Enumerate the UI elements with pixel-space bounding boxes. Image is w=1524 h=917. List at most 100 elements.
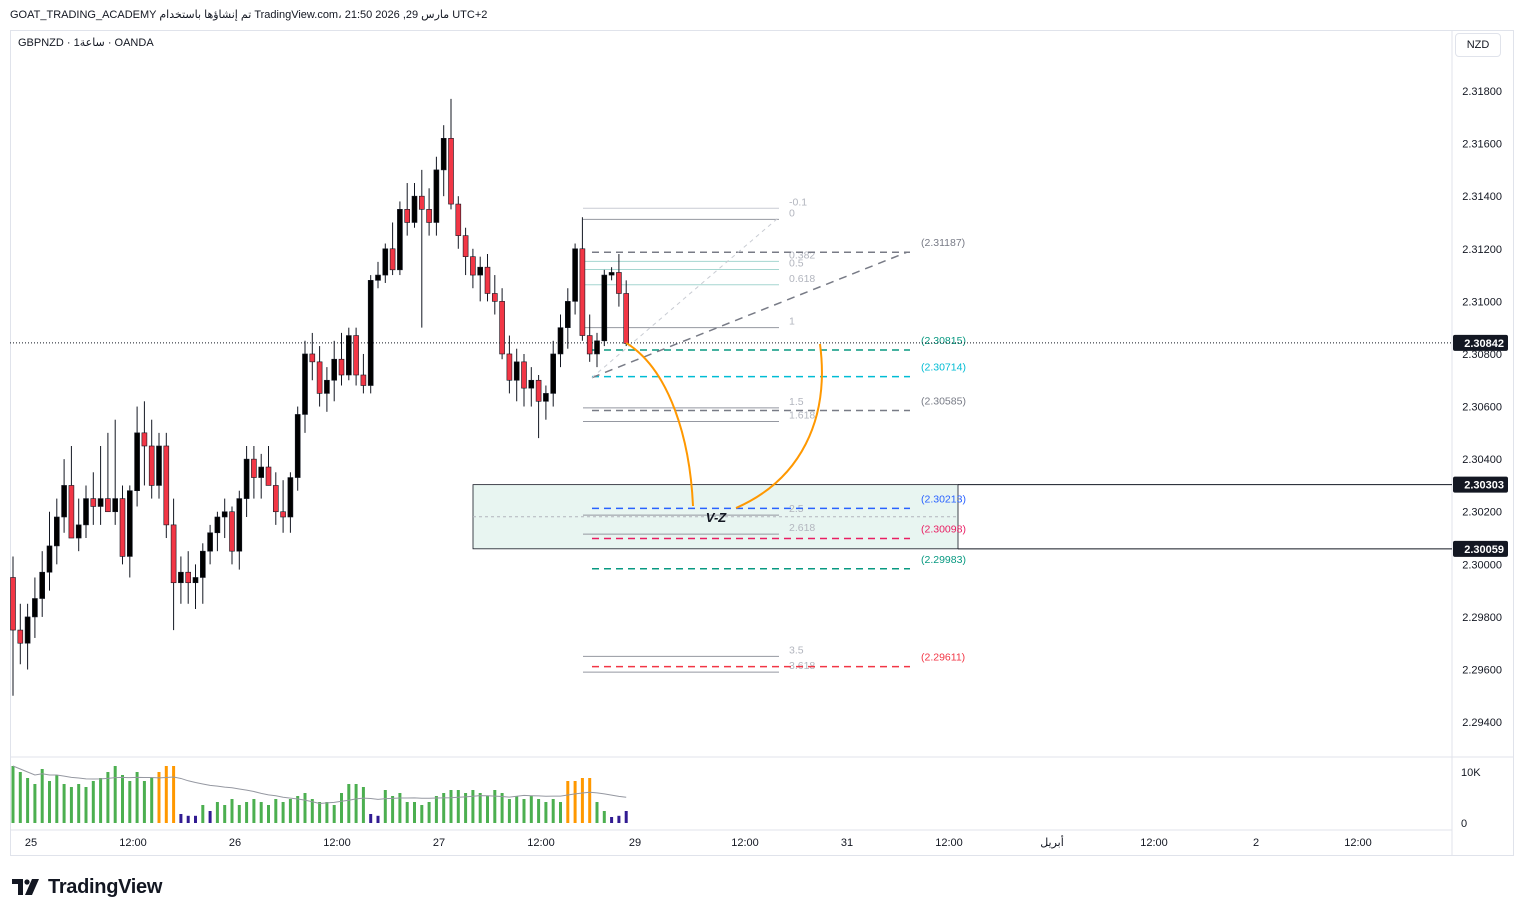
candle-body — [601, 274, 608, 342]
volume-bar — [84, 787, 88, 823]
volume-bar — [62, 784, 66, 823]
projection-curve-up[interactable] — [735, 343, 823, 509]
time-axis-tick: أبريل — [1040, 835, 1064, 849]
volume-bar — [434, 796, 438, 823]
volume-bar — [588, 778, 592, 823]
volume-bar — [121, 775, 124, 823]
candle-body — [426, 209, 432, 223]
volume-bar — [142, 781, 146, 823]
candle-body — [455, 203, 462, 236]
volume-bar — [310, 799, 314, 823]
fib-level-label: 1 — [789, 316, 795, 328]
price-axis-tick: 2.31000 — [1462, 296, 1502, 308]
candle-body — [338, 358, 345, 376]
volume-bar — [223, 805, 227, 823]
volume-bar — [602, 811, 606, 823]
volume-bar — [580, 778, 584, 823]
volume-bar — [391, 796, 395, 823]
candle-body — [521, 361, 527, 389]
candle-body — [83, 498, 89, 526]
volume-bar — [69, 787, 73, 823]
volume-bar — [267, 805, 270, 823]
volume-bar — [573, 781, 577, 823]
candle-body — [17, 629, 24, 644]
volume-bar — [413, 802, 416, 823]
volume-bar — [493, 790, 497, 823]
volume-bar — [354, 784, 358, 823]
candle-body — [46, 545, 53, 573]
volume-bar — [566, 781, 570, 823]
candle-body — [294, 414, 301, 478]
volume-bar — [405, 802, 409, 823]
time-axis-tick: 12:00 — [731, 837, 759, 849]
price-badge — [1453, 476, 1508, 493]
volume-bar — [442, 793, 446, 823]
price-level-label: (2.29983) — [921, 554, 966, 566]
candle-body — [608, 272, 615, 276]
candle-body — [462, 235, 469, 257]
volume-bar — [529, 796, 533, 823]
price-level-label: (2.30815) — [921, 335, 966, 347]
candle-body — [389, 248, 396, 271]
candle-body — [528, 379, 535, 389]
volume-bar — [325, 802, 329, 823]
projection-curve-down[interactable] — [625, 342, 694, 507]
candle-body — [484, 266, 491, 294]
price-level-label: (2.30714) — [921, 362, 966, 374]
time-axis-tick: 31 — [841, 837, 853, 849]
volume-bar — [427, 802, 431, 823]
candle-body — [156, 445, 162, 486]
volume-bar — [252, 799, 256, 823]
candle-body — [280, 511, 286, 518]
candle-body — [345, 335, 352, 376]
candle-body — [557, 327, 564, 355]
volume-bar — [610, 817, 614, 823]
volume-bar — [113, 766, 117, 823]
volume-bar — [172, 766, 176, 823]
price-axis-tick: 2.29400 — [1462, 717, 1502, 729]
time-axis-tick: 25 — [25, 837, 37, 849]
price-badge — [1453, 540, 1508, 557]
candle-body — [331, 358, 338, 381]
chart-frame[interactable] — [10, 30, 1514, 856]
volume-bar — [55, 775, 59, 823]
volume-bar — [186, 815, 190, 823]
projection-trendline[interactable] — [591, 251, 908, 379]
price-badge — [1453, 334, 1508, 351]
volume-bar — [551, 799, 555, 823]
tradingview-logo[interactable]: TradingView — [12, 874, 162, 900]
candle-body — [32, 598, 38, 618]
candle-body — [564, 301, 571, 328]
volume-bar — [157, 772, 161, 823]
fib-level-label: 2.5 — [789, 503, 804, 515]
candle-body — [119, 498, 126, 557]
candle-body — [586, 335, 593, 355]
currency-button[interactable]: NZD — [1455, 33, 1501, 57]
volume-moving-average — [12, 765, 627, 805]
candle-body — [579, 248, 586, 336]
volume-bar — [296, 796, 300, 823]
volume-bar — [33, 784, 37, 823]
candle-body — [309, 353, 316, 363]
price-axis-tick: 2.30000 — [1462, 559, 1502, 571]
volume-bar — [11, 766, 15, 823]
candle-body — [272, 485, 279, 513]
candle-body — [550, 353, 557, 394]
volume-bar — [500, 793, 504, 823]
price-level-label: (2.29611) — [921, 652, 965, 664]
volume-bar — [48, 781, 51, 823]
candle-body — [375, 274, 381, 281]
fib-level-label: 2.618 — [789, 522, 815, 534]
volume-bar — [26, 778, 30, 823]
volume-bar — [449, 790, 453, 823]
volume-bar — [106, 772, 110, 823]
symbol-legend[interactable]: GBPNZD · 1ساعة · OANDA — [18, 37, 154, 49]
volume-bar — [194, 815, 197, 823]
price-axis-tick: 2.30600 — [1462, 402, 1502, 414]
volume-bar — [456, 790, 460, 823]
candle-body — [163, 445, 170, 526]
volume-bar — [237, 805, 241, 823]
candle-body — [24, 616, 31, 644]
volume-bar — [164, 766, 168, 823]
